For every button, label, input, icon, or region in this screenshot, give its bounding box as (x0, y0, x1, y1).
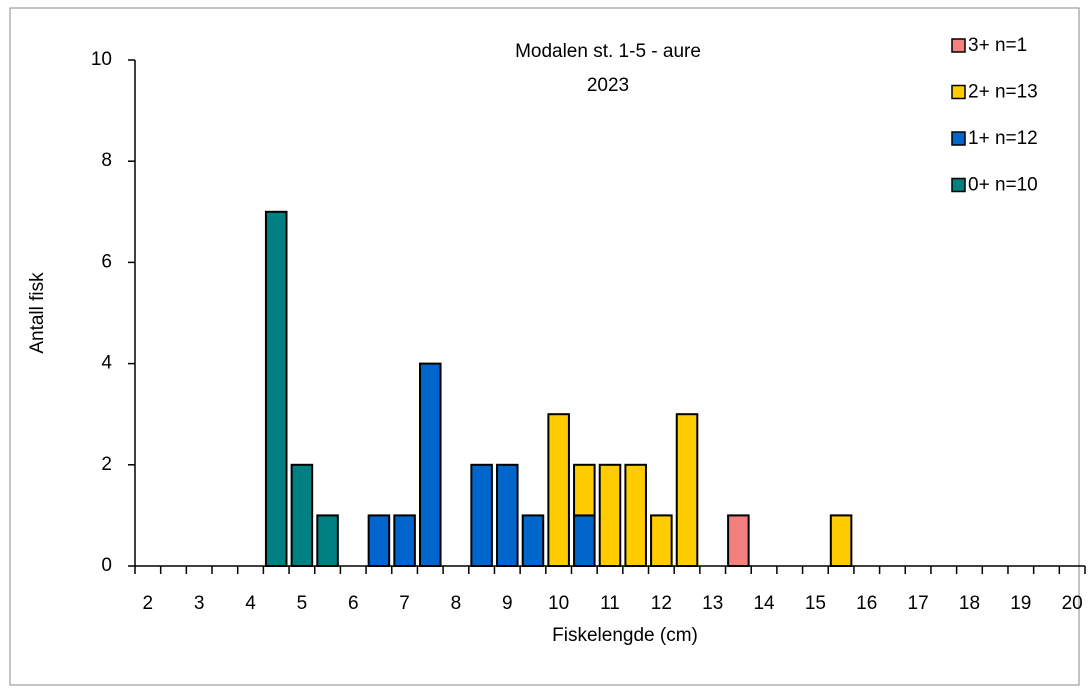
x-tick-label: 8 (451, 593, 462, 614)
x-tick-label: 15 (805, 593, 826, 614)
legend-swatch (951, 84, 966, 100)
bar (470, 463, 493, 567)
bar (316, 514, 339, 568)
bar (650, 514, 673, 568)
x-tick-label: 16 (856, 593, 877, 614)
x-tick-label: 14 (753, 593, 775, 614)
legend-label: 2+ n=13 (968, 82, 1038, 103)
x-tick-label: 2 (143, 593, 154, 614)
chart-title: Modalen st. 1-5 - aure (515, 41, 701, 62)
bar (496, 463, 519, 567)
y-tick-label: 8 (101, 150, 112, 171)
y-tick-label: 0 (101, 555, 112, 576)
legend-label: 3+ n=1 (968, 35, 1027, 56)
bar (727, 514, 750, 568)
x-tick-label: 18 (959, 593, 980, 614)
y-tick-label: 2 (101, 454, 112, 475)
x-tick-label: 12 (651, 593, 672, 614)
bar (573, 514, 596, 568)
legend-swatch (951, 38, 966, 53)
bar (624, 463, 647, 567)
bar (521, 514, 545, 568)
x-tick-label: 5 (297, 593, 308, 614)
legend-swatch (951, 177, 966, 193)
x-tick-label: 10 (548, 593, 569, 614)
bar (367, 514, 391, 568)
x-tick-label: 20 (1062, 593, 1083, 614)
y-axis-label: Antall fisk (27, 272, 48, 354)
x-tick-label: 6 (348, 593, 359, 614)
x-tick-label: 9 (502, 593, 513, 614)
x-tick-label: 7 (399, 593, 410, 614)
bar (829, 514, 853, 568)
bar (419, 362, 442, 567)
legend-swatch (951, 131, 966, 146)
x-tick-label: 17 (908, 593, 929, 614)
chart-subtitle: 2023 (587, 75, 629, 96)
bar (264, 210, 288, 568)
bar (598, 463, 622, 567)
bar (547, 413, 570, 568)
bar (573, 463, 596, 517)
x-tick-label: 11 (600, 593, 620, 614)
x-tick-label: 19 (1010, 593, 1031, 614)
y-tick-label: 6 (101, 251, 112, 272)
chart-frame (9, 7, 1080, 686)
x-tick-label: 13 (702, 593, 723, 614)
x-tick-label: 3 (194, 593, 205, 614)
legend-label: 1+ n=12 (968, 128, 1038, 149)
bar (675, 413, 699, 568)
x-axis-label: Fiskelengde (cm) (552, 625, 698, 646)
y-tick-label: 4 (101, 353, 112, 374)
bar (290, 463, 314, 567)
bar (393, 514, 416, 568)
legend-label: 0+ n=10 (968, 175, 1038, 196)
y-tick-label: 10 (91, 49, 112, 70)
x-tick-label: 4 (245, 593, 256, 614)
